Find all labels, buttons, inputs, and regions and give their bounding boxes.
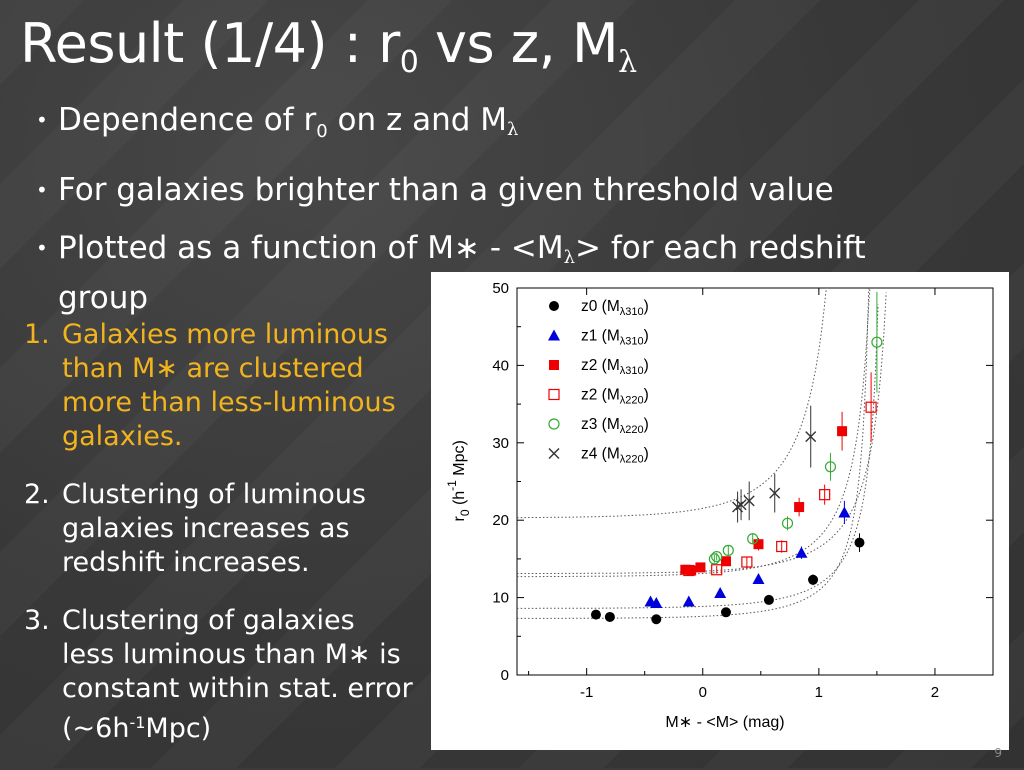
data-point (819, 489, 831, 501)
data-point (711, 550, 723, 563)
data-point (795, 546, 808, 558)
data-point (854, 537, 865, 548)
y-tick-label: 30 (492, 435, 509, 452)
page-number: 9 (994, 746, 1002, 760)
legend-marker (549, 301, 559, 311)
data-point (763, 594, 774, 605)
bullet-list: • Dependence of r0 on z and Mλ • For gal… (36, 100, 936, 336)
y-tick-label: 50 (492, 280, 509, 297)
data-point (753, 539, 764, 550)
plot-frame (516, 287, 994, 676)
fit-curve (517, 287, 828, 519)
bullet-item: • Plotted as a function of M∗ - <Mλ> for… (36, 230, 866, 317)
y-tick-label: 20 (492, 512, 509, 529)
data-point (752, 573, 765, 585)
data-point (714, 586, 727, 598)
legend-marker (548, 329, 560, 341)
x-tick-label: 0 (699, 684, 707, 701)
data-point (743, 495, 755, 507)
x-tick-label: 1 (815, 684, 823, 701)
data-point (865, 401, 877, 413)
bullet-item: • For galaxies brighter than a given thr… (36, 172, 834, 209)
marker-cross-stroke (548, 448, 560, 459)
data-point (604, 611, 615, 622)
legend-label: z2 (Mλ220) (581, 387, 649, 407)
data-point (720, 607, 731, 618)
y-axis-label: r0 (h-1 Mpc) (445, 440, 472, 521)
data-point (838, 506, 851, 518)
series-z2-3 (683, 372, 877, 577)
data-point (769, 487, 781, 499)
marker-cross-stroke (769, 487, 781, 499)
data-point (741, 556, 753, 568)
data-point (781, 517, 794, 529)
finding-item: 3. Clustering of galaxies less luminous t… (24, 605, 413, 744)
data-point (794, 502, 805, 513)
bullet-item: • Dependence of r0 on z and Mλ (36, 102, 519, 143)
data-point (708, 553, 720, 565)
marker-cross-stroke (805, 431, 817, 443)
legend-label: z1 (Mλ310) (581, 328, 649, 348)
bullet-dot-icon: • (36, 108, 48, 132)
series-z4-5 (732, 405, 817, 523)
data-point (680, 564, 691, 575)
legend-marker (548, 448, 560, 459)
series-z0-0 (590, 533, 865, 625)
data-point (722, 544, 734, 556)
data-point (650, 597, 663, 609)
data-point (808, 574, 819, 585)
data-point (776, 540, 788, 553)
marker-cross-stroke (735, 499, 747, 511)
findings-list: 1. Galaxies more luminous than M∗ are clu… (24, 318, 414, 770)
slide-title: Result (1/4) : r0 vs z, Mλ (20, 12, 637, 80)
x-tick-label: -1 (580, 684, 593, 701)
data-point (824, 461, 837, 473)
x-tick-label: 2 (931, 684, 939, 701)
data-point (695, 562, 706, 573)
legend-label: z4 (Mλ220) (581, 446, 649, 466)
bullet-dot-icon: • (36, 236, 48, 261)
series-z2-2 (680, 411, 848, 576)
fit-curve (517, 287, 871, 578)
data-point (837, 426, 848, 437)
data-point (871, 336, 883, 348)
legend-marker (549, 360, 559, 370)
data-point (805, 431, 817, 443)
data-point (720, 556, 731, 567)
data-point (651, 614, 662, 625)
finding-item: 1. Galaxies more luminous than M∗ are clu… (24, 319, 396, 452)
data-point (747, 533, 759, 545)
legend-label: z0 (Mλ310) (581, 298, 649, 318)
data-point (682, 595, 695, 607)
chart-panel: -1 0 1 2 0 10 20 30 40 50 M∗ - <M> (mag) r0 (h-1 Mp… (431, 272, 1009, 750)
data-point (686, 565, 697, 576)
legend-marker (548, 388, 560, 401)
finding-item: 2. Clustering of luminous galaxies increa… (24, 479, 367, 578)
y-tick-label: 10 (492, 590, 509, 607)
data-point (590, 609, 601, 620)
series-z3-4 (708, 291, 883, 565)
y-tick-label: 40 (492, 357, 509, 374)
legend-marker (548, 418, 560, 430)
legend-label: z3 (Mλ220) (581, 416, 649, 436)
fit-curve (517, 292, 887, 574)
y-tick-label: 0 (501, 667, 509, 684)
x-axis-label: M∗ - <M> (mag) (665, 714, 784, 731)
bullet-dot-icon: • (36, 178, 48, 203)
series-z1-1 (644, 500, 851, 609)
data-point (711, 564, 723, 576)
data-point (735, 499, 747, 511)
fit-curve (517, 304, 879, 609)
legend: z0 (Mλ310) z1 (Mλ310) z2 (Mλ310) z2 (Mλ220)… (548, 298, 649, 466)
fit-curve (517, 287, 870, 619)
marker-cross-stroke (743, 495, 755, 507)
data-point (683, 564, 695, 577)
legend-label: z2 (Mλ310) (581, 357, 649, 377)
